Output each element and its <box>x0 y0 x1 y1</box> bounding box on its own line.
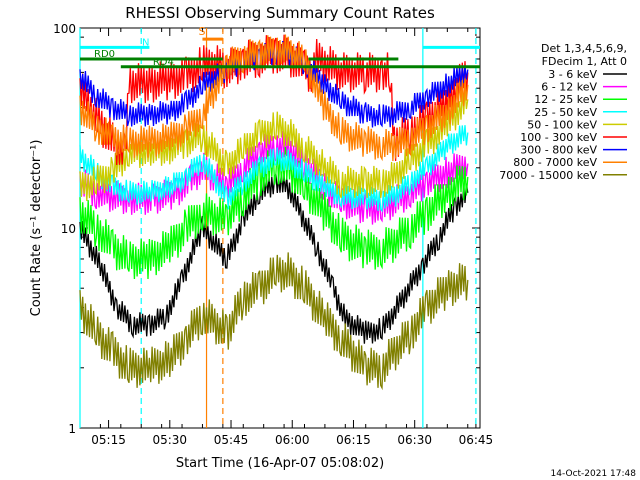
series-line-50-100-kev <box>79 88 469 202</box>
series-line-25-50-kev <box>79 125 469 213</box>
ticks-layer: 1 10 100 05:15 05:30 05:45 06:00 06:15 06:30 06:4… <box>53 22 493 447</box>
series-line-800-7000-kev <box>79 34 469 162</box>
status-bars: N RD0 RD4 S <box>80 25 480 69</box>
x-tick-label: 05:45 <box>214 433 249 447</box>
series-line-3-6-kev <box>79 172 469 344</box>
y-tick-label: 100 <box>53 22 76 36</box>
legend-label-300-800-kev: 300 - 800 keV <box>520 144 597 157</box>
legend-header-line-2: FDecim 1, Att 0 <box>542 55 627 68</box>
chart-title: RHESSI Observing Summary Count Rates <box>125 4 435 22</box>
y-axis-label: Count Rate (s⁻¹ detector⁻¹) <box>29 140 44 317</box>
x-tick-label: 06:30 <box>397 433 432 447</box>
x-tick-label: 06:00 <box>275 433 310 447</box>
legend-label-6-12-kev: 6 - 12 keV <box>541 81 597 94</box>
series-line-12-25-kev <box>79 146 469 280</box>
legend-label-12-25-kev: 12 - 25 keV <box>534 93 597 106</box>
y-tick-label: 1 <box>68 422 76 436</box>
legend: Det 1,3,4,5,6,9, FDecim 1, Att 0 3 - 6 k… <box>499 42 627 182</box>
series-layer <box>79 34 469 391</box>
x-tick-label: 06:45 <box>459 433 494 447</box>
status-bar-label-rd4: RD4 <box>153 57 174 68</box>
legend-label-100-300-kev: 100 - 300 keV <box>520 131 597 144</box>
legend-label-25-50-kev: 25 - 50 keV <box>534 106 597 119</box>
x-axis-label: Start Time (16-Apr-07 05:08:02) <box>176 456 384 471</box>
y-tick-label: 10 <box>61 222 76 236</box>
generation-timestamp: 14-Oct-2021 17:48 <box>551 469 637 479</box>
series-line-7000-15000-kev <box>79 252 469 391</box>
status-bar-label-rd0: RD0 <box>94 49 115 60</box>
status-bar-label-n: N <box>142 37 149 48</box>
x-tick-label: 05:15 <box>91 433 126 447</box>
legend-label-3-6-kev: 3 - 6 keV <box>548 68 597 81</box>
status-bar-label-s: S <box>198 25 205 38</box>
series-line-6-12-kev <box>79 130 469 225</box>
legend-header-line-1: Det 1,3,4,5,6,9, <box>541 42 627 55</box>
legend-label-7000-15000-kev: 7000 - 15000 keV <box>499 169 597 182</box>
legend-label-800-7000-kev: 800 - 7000 keV <box>513 156 597 169</box>
x-tick-label: 05:30 <box>152 433 187 447</box>
x-tick-label: 06:15 <box>336 433 371 447</box>
legend-label-50-100-kev: 50 - 100 keV <box>527 118 597 131</box>
